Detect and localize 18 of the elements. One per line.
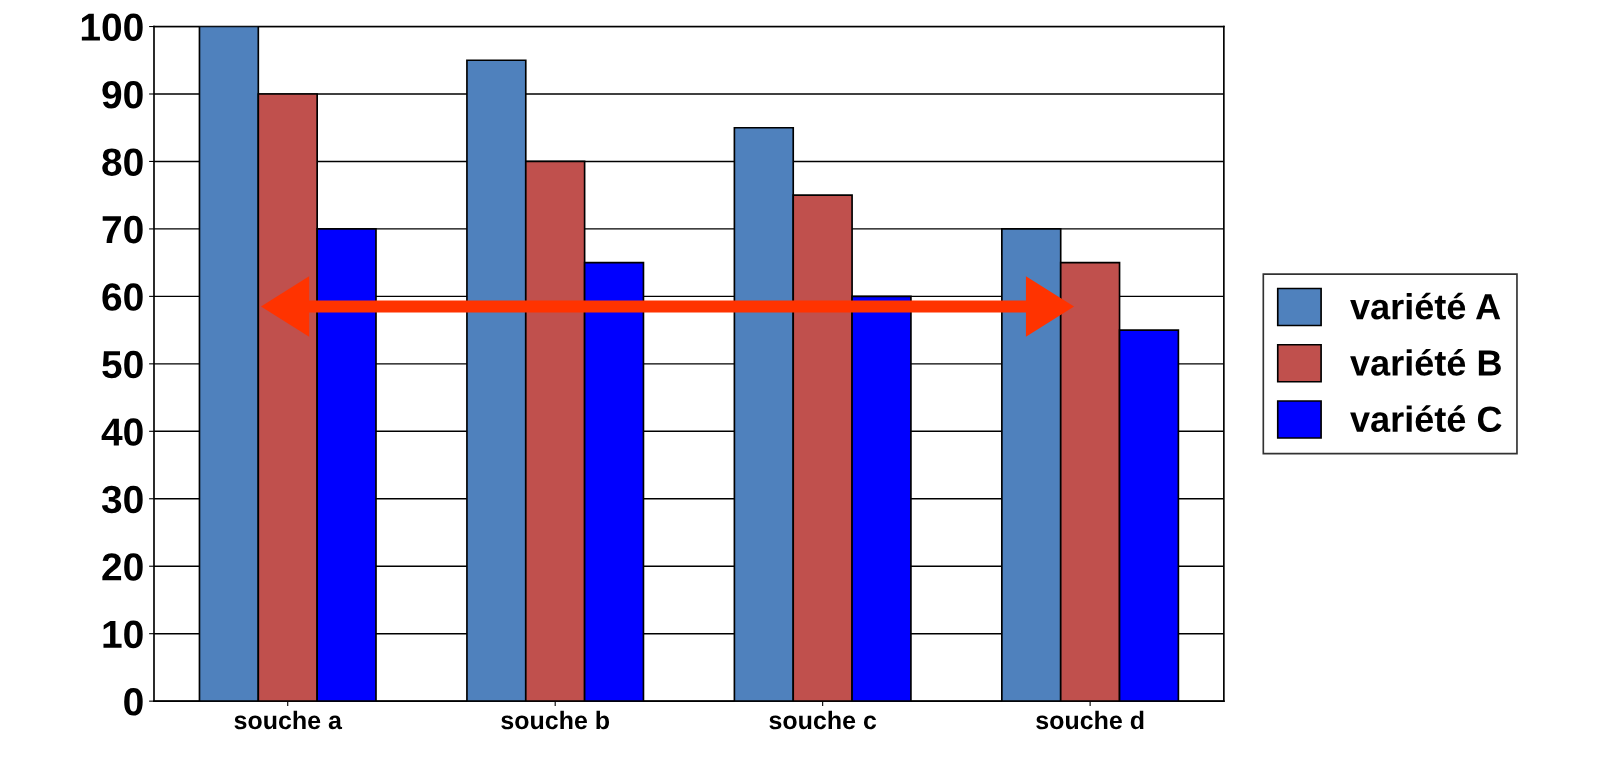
x-tick-label: souche c — [769, 710, 877, 730]
y-tick-label: 70 — [102, 215, 143, 244]
y-tick-label: 40 — [101, 418, 143, 446]
y-tick-label: 50 — [102, 350, 143, 379]
y-tick-label: 0 — [124, 688, 143, 716]
y-tick-label: 10 — [103, 620, 143, 649]
y-tick-label: 60 — [102, 283, 143, 311]
x-tick-label: souche a — [234, 710, 343, 730]
y-tick-label: 30 — [101, 485, 143, 514]
legend-label: variété A — [1350, 292, 1501, 320]
y-tick-label: 100 — [81, 13, 143, 41]
x-tick-label: souche b — [501, 710, 610, 730]
legend-label: variété B — [1350, 348, 1501, 376]
legend-label: variété C — [1350, 405, 1502, 433]
y-tick-label: 20 — [102, 553, 143, 581]
y-tick-label: 80 — [102, 148, 143, 176]
x-tick-label: souche d — [1036, 710, 1144, 730]
y-tick-label: 90 — [102, 80, 143, 109]
